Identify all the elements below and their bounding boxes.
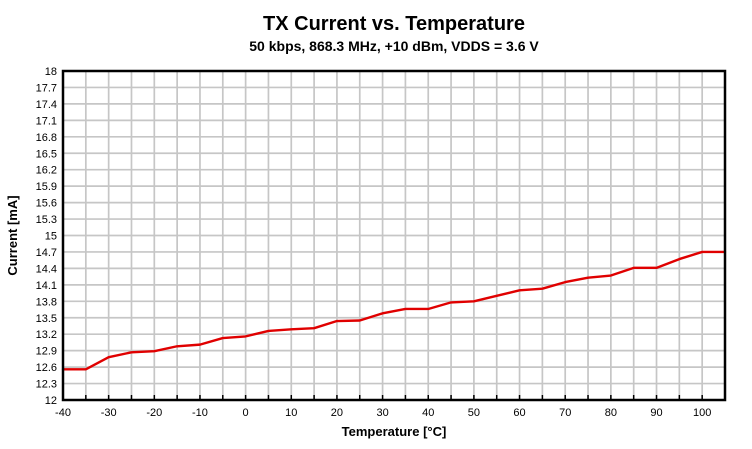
gridlines <box>63 71 725 400</box>
x-tick-label: 100 <box>693 407 711 419</box>
y-tick-label: 16.5 <box>36 148 57 160</box>
y-tick-label: 17.4 <box>36 99 57 111</box>
y-tick-label: 15.9 <box>36 181 57 193</box>
x-tick-label: 60 <box>513 407 525 419</box>
data-series-line <box>61 250 727 371</box>
chart-subtitle: 50 kbps, 868.3 MHz, +10 dBm, VDDS = 3.6 … <box>249 38 539 54</box>
y-tick-label: 14.4 <box>36 263 57 275</box>
axis-ticks <box>85 395 703 400</box>
x-tick-label: 90 <box>650 407 662 419</box>
y-tick-label: 13.5 <box>36 313 57 325</box>
y-tick-label: 14.1 <box>36 280 57 292</box>
y-tick-label: 16.8 <box>36 132 57 144</box>
x-tick-label: 80 <box>605 407 617 419</box>
x-tick-labels: -40 -30 -20 -10 0 10 20 30 40 50 60 70 80 90 100 <box>55 407 711 419</box>
y-tick-label: 15.6 <box>36 198 57 210</box>
x-tick-label: 10 <box>285 407 297 419</box>
y-axis-label: Current [mA] <box>5 195 20 275</box>
x-tick-label: 0 <box>243 407 249 419</box>
plot-border <box>61 69 727 402</box>
y-tick-label: 15.3 <box>36 214 57 226</box>
x-axis-label: Temperature [°C] <box>342 424 447 439</box>
y-tick-label: 12.9 <box>36 346 57 358</box>
x-tick-label: 30 <box>376 407 388 419</box>
y-tick-label: 14.7 <box>36 247 57 259</box>
x-tick-label: 40 <box>422 407 434 419</box>
y-tick-label: 12.6 <box>36 362 57 374</box>
chart-title: TX Current vs. Temperature <box>263 13 525 35</box>
x-tick-label: -20 <box>146 407 162 419</box>
y-tick-label: 17.1 <box>36 115 57 127</box>
x-tick-label: -40 <box>55 407 71 419</box>
y-tick-label: 12 <box>45 395 57 407</box>
y-tick-label: 13.2 <box>36 329 57 341</box>
x-tick-label: 50 <box>468 407 480 419</box>
y-tick-label: 16.2 <box>36 165 57 177</box>
x-tick-label: 20 <box>331 407 343 419</box>
x-tick-label: 70 <box>559 407 571 419</box>
x-tick-label: -10 <box>192 407 208 419</box>
y-tick-label: 17.7 <box>36 82 57 94</box>
y-tick-labels: 12 12.3 12.6 12.9 13.2 13.5 13.8 14.1 14.4 14.7 15… <box>36 66 57 407</box>
x-tick-label: -30 <box>101 407 117 419</box>
y-tick-label: 13.8 <box>36 296 57 308</box>
y-tick-label: 15 <box>45 231 57 243</box>
y-tick-label: 18 <box>45 66 57 78</box>
y-tick-label: 12.3 <box>36 379 57 391</box>
